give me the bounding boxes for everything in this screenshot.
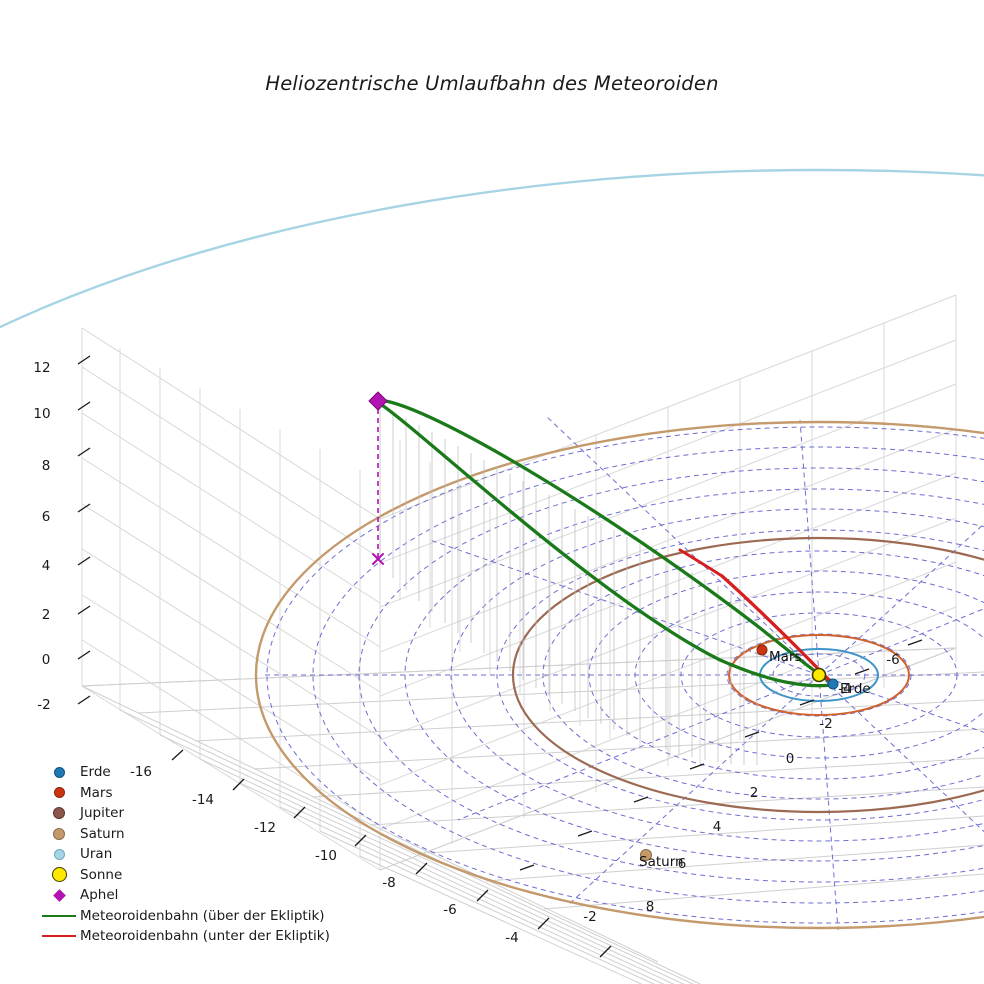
ytick-label: 6 — [678, 856, 687, 872]
legend-item-uran[interactable]: Uran — [38, 844, 338, 865]
ytick-label: -2 — [819, 716, 832, 732]
orbit-jupiter — [511, 536, 984, 814]
xtick-label: -4 — [505, 930, 518, 946]
trajectory-above-ecliptic-lower — [377, 401, 835, 688]
ytick-label: 4 — [713, 819, 722, 835]
trajectory-projection-stems-lower — [399, 440, 701, 763]
marker-erde — [827, 678, 839, 690]
marker-saturn — [640, 849, 652, 861]
legend: Erde Mars Jupiter Saturn Uran — [38, 762, 338, 947]
page-title: Heliozentrische Umlaufbahn des Meteoroid… — [265, 72, 719, 95]
ytick-label: 2 — [750, 785, 759, 801]
marker-aphel-projection — [372, 553, 384, 565]
legend-label: Aphel — [80, 887, 119, 904]
ytick-label: 0 — [786, 751, 795, 767]
orbit-saturn — [254, 420, 984, 930]
trajectory-projection-stems — [379, 404, 758, 765]
ztick-label: 12 — [33, 360, 50, 376]
xtick-label: -16 — [130, 764, 152, 780]
annotation-erde: Erde — [840, 681, 871, 697]
trajectory-below-ecliptic-2 — [678, 548, 724, 578]
ztick-label: 8 — [42, 458, 51, 474]
xtick-label: -14 — [192, 792, 214, 808]
sonne-marker-icon — [38, 867, 80, 883]
ztick-label: 0 — [42, 652, 51, 668]
legend-item-saturn[interactable]: Saturn — [38, 824, 338, 845]
marker-mars — [756, 644, 768, 656]
jupiter-marker-icon — [38, 807, 80, 820]
xtick-label: -2 — [583, 909, 596, 925]
legend-item-mars[interactable]: Mars — [38, 783, 338, 804]
erde-marker-icon — [38, 766, 80, 778]
marker-aphel — [368, 391, 388, 411]
legend-item-aphel[interactable]: Aphel — [38, 885, 338, 906]
xtick-label: -10 — [315, 848, 337, 864]
xtick-label: -6 — [443, 902, 456, 918]
legend-item-trajectory-above[interactable]: Meteoroidenbahn (über der Ekliptik) — [38, 906, 338, 927]
legend-item-jupiter[interactable]: Jupiter — [38, 803, 338, 824]
legend-label: Meteoroidenbahn (über der Ekliptik) — [80, 907, 325, 924]
polar-grid — [263, 414, 984, 931]
axis-ticks — [77, 355, 923, 958]
orbit-mars — [728, 634, 910, 716]
ytick-label: -4 — [838, 681, 851, 697]
trajectory-above-ecliptic-upper — [377, 398, 835, 686]
annotation-mars: Mars — [769, 649, 802, 665]
wall-grid-right — [379, 294, 957, 871]
green-line-icon — [38, 914, 80, 917]
legend-item-erde[interactable]: Erde — [38, 762, 338, 783]
annotation-saturn: Saturn — [639, 854, 684, 870]
uran-marker-icon — [38, 848, 80, 860]
red-line-icon — [38, 935, 80, 938]
ztick-label: 6 — [42, 509, 51, 525]
wall-grid-back — [81, 327, 381, 871]
ytick-label: 8 — [646, 899, 655, 915]
legend-item-sonne[interactable]: Sonne — [38, 865, 338, 886]
orbit-uran — [0, 168, 984, 329]
legend-label: Mars — [80, 784, 113, 801]
aphel-marker-icon — [38, 888, 80, 902]
ztick-label: -2 — [37, 697, 50, 713]
ytick-label: -6 — [886, 652, 899, 668]
legend-label: Sonne — [80, 866, 123, 883]
legend-item-trajectory-below[interactable]: Meteoroidenbahn (unter der Ekliptik) — [38, 926, 338, 947]
legend-label: Uran — [80, 846, 113, 863]
ztick-label: 4 — [42, 558, 51, 574]
legend-label: Jupiter — [80, 805, 125, 822]
ztick-label: 10 — [33, 406, 50, 422]
legend-label: Erde — [80, 764, 111, 781]
saturn-marker-icon — [38, 827, 80, 840]
legend-label: Meteoroidenbahn (unter der Ekliptik) — [80, 928, 330, 945]
xtick-label: -8 — [382, 875, 395, 891]
marker-sonne — [811, 667, 827, 683]
ztick-label: 2 — [42, 607, 51, 623]
xtick-label: -12 — [254, 820, 276, 836]
legend-label: Saturn — [80, 825, 125, 842]
mars-marker-icon — [38, 787, 80, 799]
